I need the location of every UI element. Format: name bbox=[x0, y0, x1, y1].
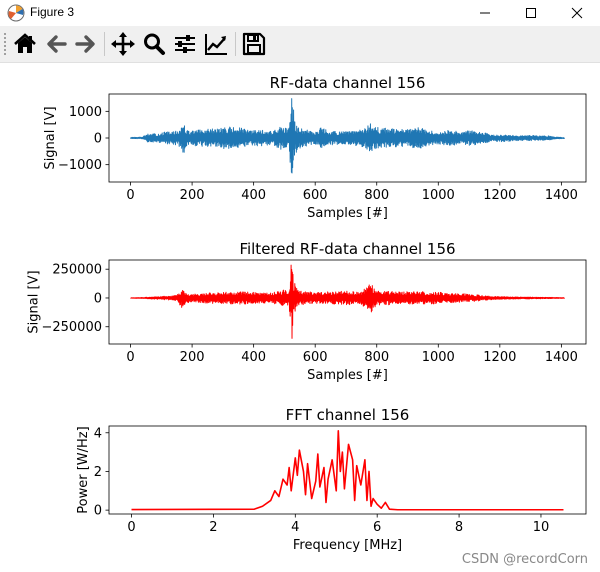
y-tick-label: −1000 bbox=[58, 158, 102, 173]
x-tick-label: 1400 bbox=[545, 188, 578, 203]
x-tick-label: 8 bbox=[455, 520, 463, 535]
series-line bbox=[130, 264, 565, 339]
y-tick-label: 1000 bbox=[69, 105, 102, 120]
x-tick-label: 400 bbox=[241, 188, 266, 203]
axes-frame bbox=[108, 425, 587, 515]
matplotlib-app-icon bbox=[7, 4, 25, 22]
x-tick-label: 2 bbox=[209, 520, 217, 535]
toolbar-grip[interactable] bbox=[3, 32, 7, 56]
series-line bbox=[130, 98, 565, 174]
watermark-text: CSDN @recordCorn bbox=[461, 552, 588, 567]
x-tick-label: 1000 bbox=[422, 350, 455, 365]
window-titlebar: Figure 3 bbox=[0, 0, 600, 26]
x-tick-label: 1000 bbox=[422, 188, 455, 203]
y-tick-label: 0 bbox=[94, 132, 102, 147]
chart-title: RF-data channel 156 bbox=[270, 74, 426, 92]
search-icon bbox=[144, 33, 165, 55]
pan-button[interactable] bbox=[110, 31, 136, 57]
configure-subplots-button[interactable] bbox=[172, 31, 198, 57]
x-tick-label: 0 bbox=[127, 520, 135, 535]
back-button[interactable] bbox=[43, 31, 69, 57]
subplot-fft[interactable]: 0 2 4 6 8 10 0 2 4 FFT channel 156 Frequency [MHz]… bbox=[76, 406, 587, 553]
home-button[interactable] bbox=[12, 31, 38, 57]
x-tick-label: 200 bbox=[180, 188, 205, 203]
move-icon bbox=[111, 32, 135, 56]
chart-line-icon bbox=[205, 34, 227, 55]
x-tick-label: 600 bbox=[303, 350, 328, 365]
y-tick-label: 250000 bbox=[52, 263, 102, 278]
x-tick-label: 6 bbox=[373, 520, 381, 535]
y-axis-label: Signal [V] bbox=[43, 106, 58, 169]
maximize-button[interactable] bbox=[508, 0, 554, 26]
y-tick-label: 2 bbox=[94, 465, 102, 480]
x-tick-label: 1200 bbox=[483, 350, 516, 365]
toolbar-separator bbox=[104, 32, 105, 56]
y-axis-label: Signal [V] bbox=[27, 270, 42, 333]
x-tick-label: 0 bbox=[126, 188, 134, 203]
x-tick-label: 800 bbox=[364, 350, 389, 365]
arrow-left-icon bbox=[47, 35, 67, 53]
close-button[interactable] bbox=[554, 0, 600, 26]
figure-canvas[interactable]: 0 200 400 600 800 1000 1200 1400−100001000RF-da… bbox=[0, 62, 600, 572]
sliders-icon bbox=[175, 35, 195, 53]
save-button[interactable] bbox=[241, 31, 267, 57]
x-tick-label: 0 bbox=[126, 350, 134, 365]
edit-axis-button[interactable] bbox=[203, 31, 229, 57]
forward-button[interactable] bbox=[73, 31, 99, 57]
y-tick-label: 0 bbox=[94, 291, 102, 306]
y-axis-label: Power [W/Hz] bbox=[76, 426, 91, 513]
x-tick-label: 1200 bbox=[483, 188, 516, 203]
x-tick-label: 1400 bbox=[545, 350, 578, 365]
maximize-icon bbox=[526, 8, 536, 18]
x-tick-label: 600 bbox=[303, 188, 328, 203]
window-title: Figure 3 bbox=[30, 5, 75, 19]
x-tick-label: 4 bbox=[291, 520, 299, 535]
x-axis-label: Frequency [MHz] bbox=[293, 538, 402, 553]
zoom-button[interactable] bbox=[141, 31, 167, 57]
x-tick-label: 200 bbox=[180, 350, 205, 365]
minimize-button[interactable] bbox=[462, 0, 508, 26]
x-tick-label: 800 bbox=[364, 188, 389, 203]
subplot-rf-data[interactable]: 0 200 400 600 800 1000 1200 1400 −1000 0 1000 RF-da… bbox=[43, 74, 587, 221]
chart-title: FFT channel 156 bbox=[286, 406, 410, 424]
x-axis-label: Samples [#] bbox=[307, 206, 388, 221]
close-icon bbox=[571, 7, 583, 19]
y-tick-label: 0 bbox=[94, 504, 102, 519]
x-axis-label: Samples [#] bbox=[307, 368, 388, 383]
chart-title: Filtered RF-data channel 156 bbox=[239, 240, 455, 258]
toolbar-separator bbox=[235, 32, 236, 56]
axes-frame bbox=[108, 259, 587, 345]
x-tick-label: 10 bbox=[533, 520, 550, 535]
arrow-right-icon bbox=[75, 35, 95, 53]
y-tick-label: 4 bbox=[94, 426, 102, 441]
save-icon bbox=[242, 32, 266, 56]
home-icon bbox=[14, 33, 36, 53]
series-line bbox=[131, 430, 564, 511]
y-tick-label: −250000 bbox=[41, 320, 102, 335]
subplot-filtered-rf-data[interactable]: 0 200 400 600 800 1000 1200 1400 −250000 0 250000 F… bbox=[27, 240, 587, 383]
x-tick-label: 400 bbox=[241, 350, 266, 365]
navigation-toolbar bbox=[0, 26, 600, 63]
minimize-icon bbox=[480, 12, 490, 14]
